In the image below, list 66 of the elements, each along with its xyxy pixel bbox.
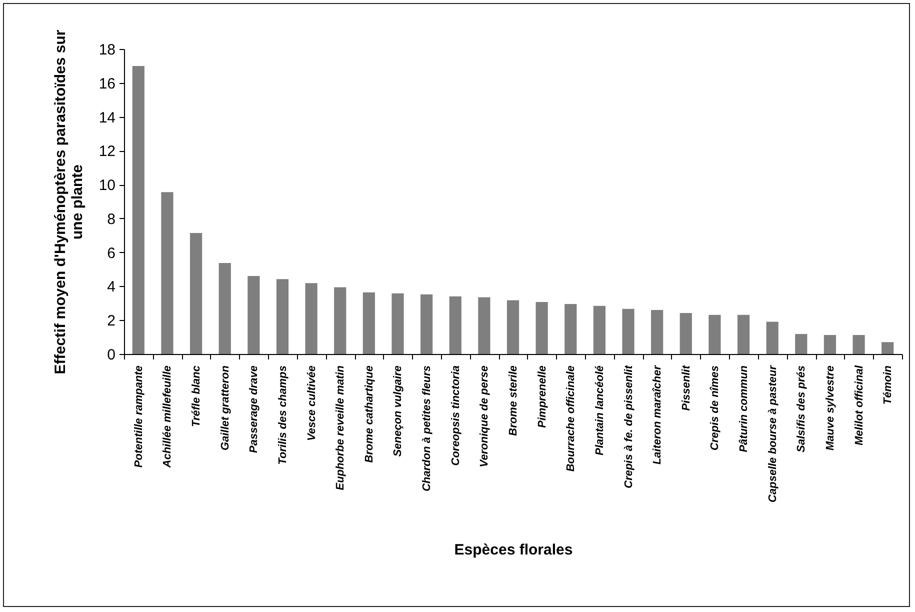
y-axis-title: Effectif moyen d'Hyménoptères parasitoïdes sur une plante — [52, 30, 86, 374]
x-tick-label: Brome cathartique — [363, 366, 376, 463]
x-tick-label: Chardon à petites fleurs — [421, 366, 434, 492]
y-tick-label: 10 — [98, 177, 116, 194]
x-tick-label: Capselle bourse à pasteur — [766, 364, 779, 502]
x-tick-label: Achillée millefeuille — [162, 366, 174, 469]
x-tick-label: Témoin — [882, 365, 894, 405]
bar — [680, 312, 692, 354]
y-tick-label: 2 — [107, 312, 116, 330]
bar — [334, 287, 346, 354]
x-tick-label: Euphorbe reveille matin — [334, 365, 347, 490]
bar — [161, 192, 174, 354]
bar — [536, 302, 548, 354]
bar — [708, 314, 721, 354]
bar — [305, 283, 318, 354]
x-tick-label: Mauve sylvestre — [824, 366, 836, 450]
x-tick-label: Potentille rampante — [132, 366, 145, 468]
bar — [622, 308, 634, 354]
x-tick-label: Crepis de nîmes — [709, 366, 722, 450]
x-tick-label: Plantain lancéolé — [594, 366, 606, 456]
bar — [276, 279, 289, 354]
bar — [478, 297, 490, 354]
bar — [766, 322, 778, 354]
bar — [248, 276, 260, 354]
x-tick-label: Seneçon vulgaire — [392, 366, 404, 457]
y-tick-label: 4 — [107, 278, 116, 296]
bar — [218, 263, 231, 354]
x-axis-title: Espèces florales — [454, 541, 573, 558]
x-tick-label: Gaillet gratteron — [219, 365, 232, 450]
x-tick-label: Torilis des champs — [276, 366, 289, 465]
x-tick-label: Pimprenelle — [536, 366, 548, 428]
bar — [564, 304, 577, 354]
x-tick-label: Vesce cultivée — [306, 366, 318, 441]
bar — [449, 296, 462, 354]
bar — [852, 335, 865, 354]
y-tick-label: 16 — [98, 75, 116, 92]
bar — [651, 310, 664, 354]
y-tick-label: 0 — [107, 346, 116, 364]
x-tick-label: Bourrache officinale — [565, 366, 578, 472]
x-tick-label: Veronique de perse — [478, 366, 491, 468]
bar — [132, 66, 144, 354]
x-tick-label: Brome sterile — [508, 366, 520, 436]
x-tick-label: Crepis à fe. de pissenlit — [622, 364, 635, 488]
x-tick-label: Pissenlit — [680, 364, 692, 411]
bar — [824, 335, 836, 354]
x-tick-label: Melilot officinal — [853, 364, 866, 446]
bar — [420, 294, 433, 354]
x-tick-label: Salsifis des prés — [796, 366, 808, 452]
bar — [190, 233, 202, 354]
bar — [882, 342, 894, 354]
y-tick-label: 12 — [98, 143, 116, 160]
bar — [506, 300, 520, 354]
x-tick-label: Tréfle blanc — [190, 366, 203, 428]
x-tick-label: Passerage drave — [248, 366, 260, 453]
x-tick-label: Laiteron maraîcher — [652, 364, 664, 465]
y-tick-label: 8 — [107, 210, 116, 228]
x-tick-label: Coreopsis tinctoria — [450, 366, 462, 466]
y-tick-label: 14 — [98, 109, 116, 126]
bar — [392, 293, 404, 354]
x-tick-label: Pâturin commun — [738, 365, 750, 452]
bar — [362, 292, 375, 354]
bar — [737, 314, 750, 354]
y-tick-label: 18 — [98, 42, 116, 58]
bar — [795, 334, 808, 354]
bar — [593, 306, 606, 354]
y-tick-label: 6 — [107, 244, 116, 262]
